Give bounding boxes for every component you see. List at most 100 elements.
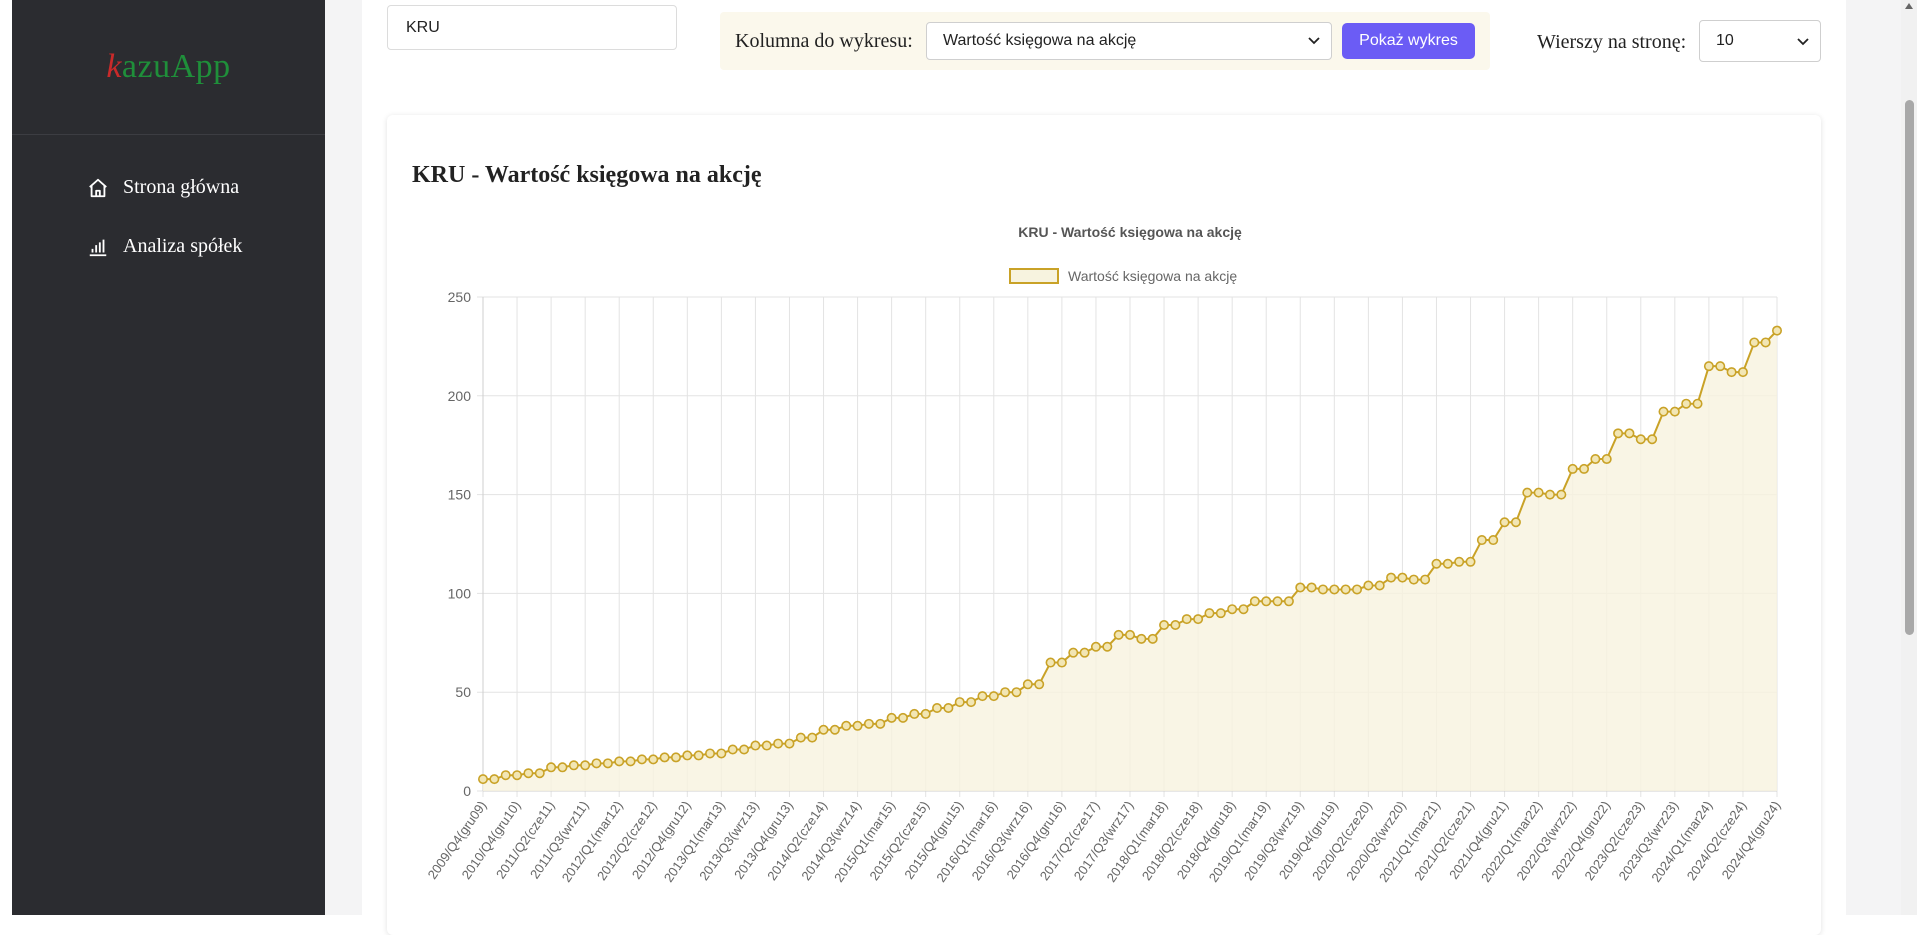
scrollbar[interactable]	[1901, 0, 1917, 915]
data-point	[716, 748, 727, 759]
scroll-up-arrow-icon[interactable]	[1905, 3, 1913, 9]
column-select[interactable]: Wartość księgowa na akcję	[926, 22, 1332, 60]
data-point	[1590, 454, 1601, 465]
data-point	[1056, 657, 1067, 668]
data-point	[1193, 614, 1204, 625]
data-point	[784, 738, 795, 749]
data-point	[863, 718, 874, 729]
card-title: KRU - Wartość księgowa na akcję	[412, 162, 762, 188]
data-point	[988, 691, 999, 702]
data-point	[1522, 487, 1533, 498]
data-point	[1170, 620, 1181, 631]
data-point	[1601, 454, 1612, 465]
data-point	[1556, 489, 1567, 500]
data-point	[1703, 361, 1714, 372]
data-point	[897, 712, 908, 723]
data-point	[1283, 596, 1294, 607]
x-tick-label: 2018/Q1(mar18)	[1104, 798, 1171, 885]
data-point	[648, 754, 659, 765]
data-point	[1749, 337, 1760, 348]
data-point	[705, 748, 716, 759]
sidebar-item-analysis[interactable]: Analiza spółek	[87, 235, 242, 258]
data-point	[557, 762, 568, 773]
data-point	[739, 744, 750, 755]
content-margin-left	[325, 0, 362, 915]
data-point	[1363, 580, 1374, 591]
data-point	[1261, 596, 1272, 607]
app-logo[interactable]: kazuApp	[12, 0, 325, 135]
data-point	[773, 738, 784, 749]
data-point	[625, 756, 636, 767]
data-point	[1215, 608, 1226, 619]
search-input[interactable]	[387, 5, 677, 50]
data-point	[523, 768, 534, 779]
data-point	[1692, 398, 1703, 409]
data-point	[614, 756, 625, 767]
data-point	[1022, 679, 1033, 690]
data-point	[1499, 517, 1510, 528]
data-point	[1204, 608, 1215, 619]
data-point	[761, 740, 772, 751]
data-point	[546, 762, 557, 773]
x-tick-label: 2015/Q1(mar15)	[831, 798, 898, 885]
sidebar-item-home[interactable]: Strona główna	[87, 176, 239, 199]
data-point	[1090, 641, 1101, 652]
data-point	[1488, 535, 1499, 546]
data-point	[818, 724, 829, 735]
data-point	[1476, 535, 1487, 546]
show-chart-button[interactable]: Pokaż wykres	[1342, 23, 1475, 59]
data-point	[512, 770, 523, 781]
data-point	[682, 750, 693, 761]
data-point	[1147, 633, 1158, 644]
data-point	[1295, 582, 1306, 593]
book-value-chart: KRU - Wartość księgowa na akcję Wartość k…	[425, 224, 1784, 885]
rows-per-page-select[interactable]: 10	[1699, 20, 1821, 62]
data-point	[943, 703, 954, 714]
data-point	[829, 724, 840, 735]
chevron-down-icon	[1797, 38, 1809, 46]
chevron-down-icon	[1308, 37, 1320, 45]
legend-swatch	[1009, 268, 1059, 284]
y-tick-label: 150	[448, 487, 472, 503]
data-point	[1544, 489, 1555, 500]
data-point	[1238, 604, 1249, 615]
series-area	[483, 330, 1777, 791]
legend-label: Wartość księgowa na akcję	[1068, 268, 1237, 284]
x-tick-label: 2013/Q1(mar13)	[661, 798, 728, 885]
data-point	[1737, 367, 1748, 378]
data-point	[966, 697, 977, 708]
data-point	[920, 708, 931, 719]
y-tick-label: 200	[448, 388, 472, 404]
data-point	[1181, 614, 1192, 625]
x-tick-label: 2021/Q1(mar21)	[1376, 798, 1443, 885]
chart-title: KRU - Wartość księgowa na akcję	[1018, 224, 1242, 240]
data-point	[1011, 687, 1022, 698]
data-point	[1034, 679, 1045, 690]
data-point	[1397, 572, 1408, 583]
data-point	[1613, 428, 1624, 439]
data-point	[670, 752, 681, 763]
data-point	[875, 718, 886, 729]
data-point	[1658, 406, 1669, 417]
data-point	[932, 703, 943, 714]
y-tick-label: 250	[448, 289, 472, 305]
y-tick-label: 100	[448, 585, 472, 601]
data-point	[1647, 434, 1658, 445]
data-point	[602, 758, 613, 769]
data-point	[1340, 584, 1351, 595]
data-point	[1772, 325, 1783, 336]
data-point	[1465, 556, 1476, 567]
data-point	[750, 740, 761, 751]
rows-per-page-value: 10	[1716, 32, 1734, 49]
data-point	[1317, 584, 1328, 595]
data-point	[1227, 604, 1238, 615]
data-point	[1454, 556, 1465, 567]
data-point	[977, 691, 988, 702]
data-point	[580, 760, 591, 771]
data-point	[1124, 629, 1135, 640]
data-point	[1567, 463, 1578, 474]
scroll-thumb[interactable]	[1905, 100, 1914, 635]
data-point	[1102, 641, 1113, 652]
data-point	[727, 744, 738, 755]
data-point	[1079, 647, 1090, 658]
